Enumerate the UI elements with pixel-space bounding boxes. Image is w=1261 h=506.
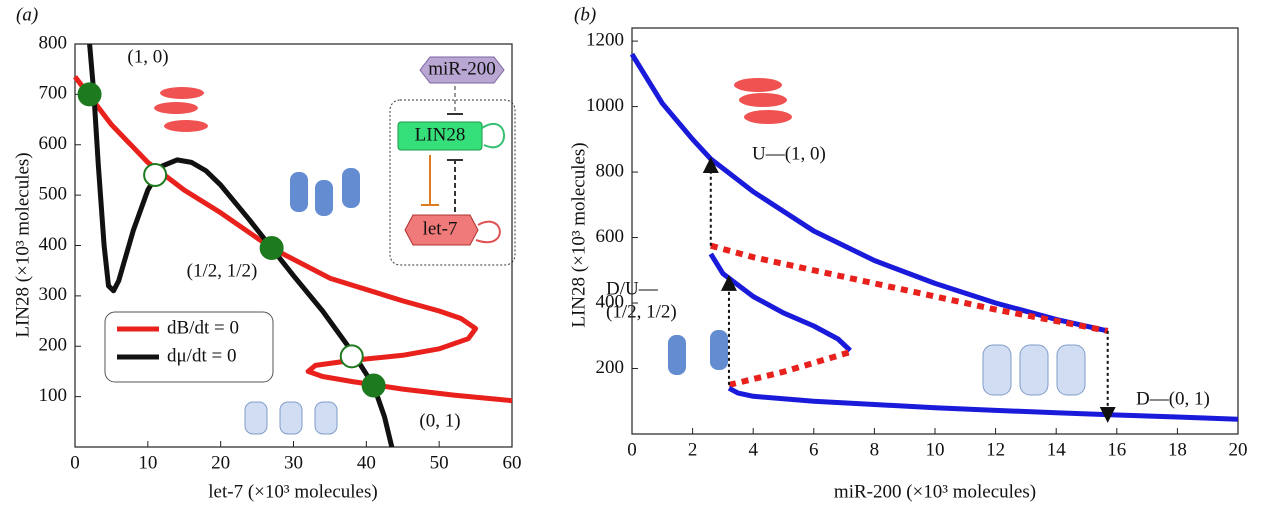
- annotation: U—(1, 0): [752, 143, 826, 164]
- x-tick-label: 20: [211, 452, 230, 473]
- x-axis-label: let-7 (×10³ molecules): [208, 481, 377, 502]
- x-tick-label: 20: [1229, 439, 1248, 460]
- y-tick-label: 1000: [586, 95, 624, 116]
- legend-label: dμ/dt = 0: [167, 345, 236, 366]
- panel-label: (b): [574, 4, 596, 25]
- x-tick-label: 50: [430, 452, 449, 473]
- node-label: LIN28: [415, 124, 466, 145]
- x-tick-label: 8: [870, 439, 880, 460]
- unstable-state: [143, 162, 168, 187]
- plot-frame: [631, 27, 1239, 435]
- y-tick-label: 1200: [586, 29, 624, 50]
- y-tick-label: 200: [39, 335, 68, 356]
- x-tick-label: 60: [503, 452, 522, 473]
- y-tick-label: 600: [596, 226, 625, 247]
- curve: [629, 52, 1109, 334]
- inset-network: miR-200 LIN28 let-7: [389, 56, 516, 266]
- x-tick-label: 12: [986, 439, 1005, 460]
- curve: [73, 75, 513, 404]
- y-tick-label: 200: [596, 357, 625, 378]
- annotation: (1/2, 1/2): [187, 260, 258, 281]
- annotation: (1, 0): [127, 46, 168, 67]
- y-tick-label: 800: [596, 160, 625, 181]
- legend-label: dB/dt = 0: [167, 317, 239, 338]
- unstable-state: [339, 344, 364, 369]
- node-label: let-7: [423, 218, 458, 239]
- x-tick-label: 40: [357, 452, 376, 473]
- stable-state: [259, 236, 284, 261]
- y-tick-label: 600: [39, 133, 68, 154]
- y-tick-label: 800: [39, 32, 68, 53]
- annotation: (0, 1): [419, 410, 460, 431]
- y-tick-label: 400: [596, 291, 625, 312]
- y-axis-label: LIN28 (×10³ molecules): [568, 142, 589, 327]
- y-tick-label: 100: [39, 385, 68, 406]
- annotation: (1/2, 1/2): [606, 301, 677, 322]
- curve: [708, 252, 852, 353]
- x-tick-label: 30: [284, 452, 303, 473]
- curve: [87, 43, 395, 448]
- x-tick-label: 2: [688, 439, 698, 460]
- curve: [710, 242, 1109, 334]
- x-axis-label: miR-200 (×10³ molecules): [834, 481, 1036, 502]
- y-tick-label: 700: [39, 83, 68, 104]
- panel-label: (a): [16, 4, 38, 25]
- x-tick-label: 6: [809, 439, 819, 460]
- curve: [728, 349, 852, 388]
- y-axis-label: LIN28 (×10³ molecules): [12, 152, 33, 337]
- x-tick-label: 14: [1047, 439, 1067, 460]
- x-tick-label: 16: [1107, 439, 1126, 460]
- stable-state: [77, 82, 102, 107]
- x-tick-label: 10: [926, 439, 945, 460]
- y-tick-label: 400: [39, 234, 68, 255]
- y-tick-label: 500: [39, 183, 68, 204]
- x-tick-label: 4: [748, 439, 758, 460]
- cell-icons: [154, 78, 1086, 435]
- node-label: miR-200: [428, 58, 496, 79]
- x-tick-label: 18: [1168, 439, 1187, 460]
- stable-state: [361, 373, 386, 398]
- curve: [727, 386, 1239, 422]
- annotation: D—(0, 1): [1136, 388, 1210, 409]
- x-tick-label: 10: [138, 452, 157, 473]
- x-tick-label: 0: [70, 452, 80, 473]
- y-tick-label: 300: [39, 284, 68, 305]
- x-tick-label: 0: [627, 439, 637, 460]
